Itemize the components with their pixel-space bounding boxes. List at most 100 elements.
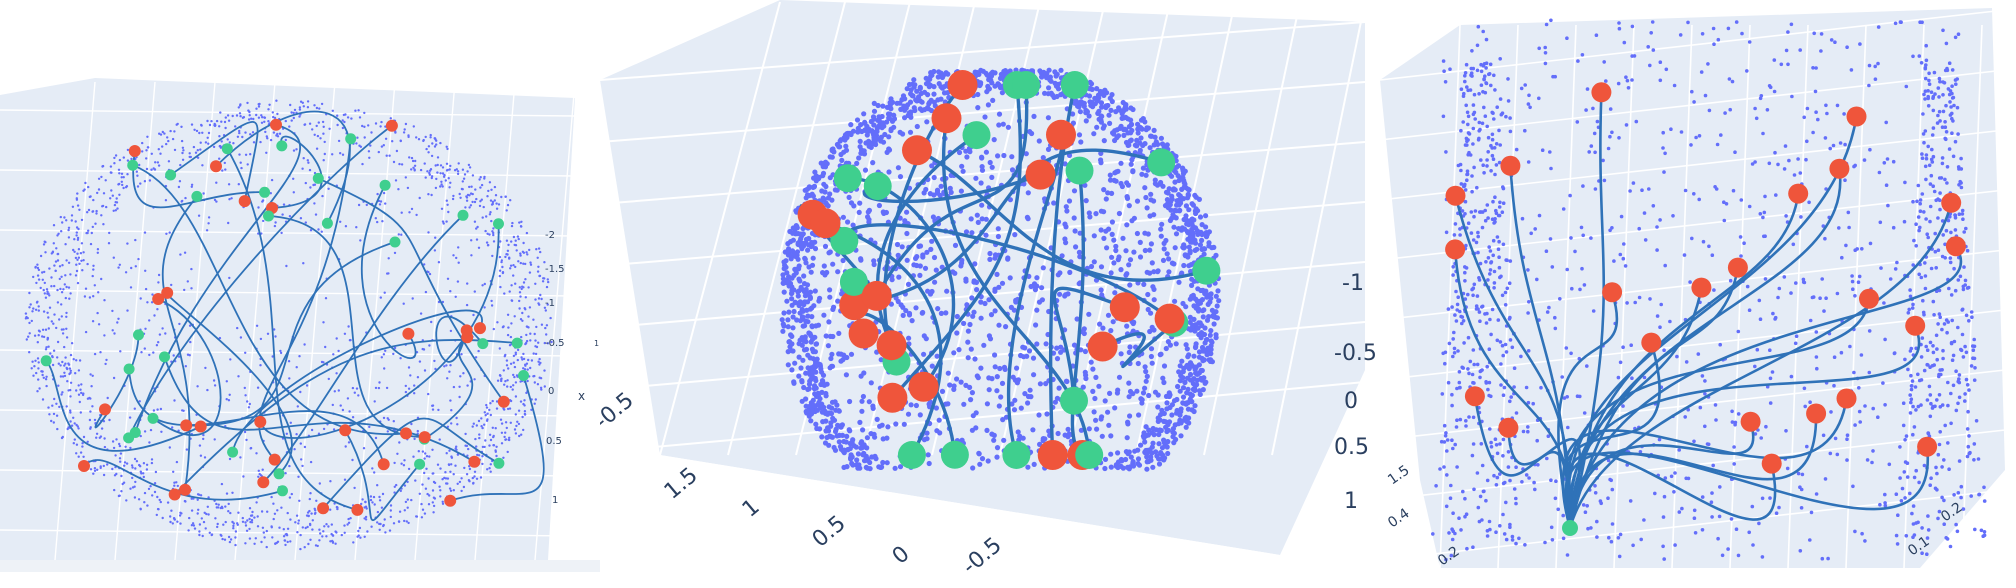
sample-point (407, 387, 411, 390)
sample-point (792, 251, 798, 257)
sample-point (33, 334, 37, 337)
sample-point (798, 284, 804, 290)
sample-point (205, 229, 209, 232)
sample-point (379, 125, 382, 128)
sample-point (215, 506, 218, 509)
sample-point (827, 191, 833, 197)
sample-point (1077, 109, 1083, 115)
sample-point (450, 463, 453, 466)
sample-point (1052, 69, 1058, 75)
sample-point (1472, 214, 1476, 219)
sample-point (941, 84, 947, 90)
sample-point (58, 265, 62, 268)
sample-point (473, 378, 476, 381)
sample-point (1108, 328, 1114, 334)
sample-point (363, 111, 366, 115)
sample-point (410, 168, 413, 171)
sample-point (292, 191, 295, 194)
sample-point (108, 231, 111, 235)
sample-point (329, 480, 332, 483)
gridline (1271, 1, 1366, 456)
sample-point (481, 445, 485, 449)
sample-point (500, 379, 503, 383)
sample-point (1191, 316, 1197, 322)
sample-point (1142, 364, 1148, 370)
sample-point (806, 413, 812, 419)
panel-2-plot[interactable]: 1.5 1 0.5 0 -0.5 -0.5 -1 -0.5 0 0.5 1 (600, 0, 1380, 588)
sample-point (257, 105, 261, 108)
sample-point (468, 467, 472, 471)
sample-point (32, 307, 35, 310)
sample-point (504, 431, 507, 434)
sample-point (37, 278, 41, 281)
sample-point (320, 102, 324, 106)
sample-point (78, 208, 81, 211)
sample-point (848, 122, 854, 128)
sample-point (1786, 30, 1790, 34)
sample-point (126, 242, 129, 245)
sample-point (827, 287, 833, 293)
sample-point (186, 280, 189, 283)
sample-point (854, 457, 860, 463)
panel-1-back-pane (0, 78, 575, 565)
sample-point (123, 464, 126, 467)
sample-point (1147, 247, 1153, 253)
sample-point (41, 335, 44, 338)
sample-point (314, 509, 317, 512)
sample-point (118, 182, 121, 186)
target-marker (902, 135, 932, 166)
sample-point (50, 320, 53, 323)
sample-point (1059, 253, 1065, 259)
sample-point (161, 516, 164, 520)
sample-point (112, 446, 116, 450)
sample-point (780, 272, 786, 278)
sample-point (253, 516, 256, 519)
sample-point (56, 427, 59, 431)
sample-point (1126, 262, 1132, 268)
sample-point (1076, 132, 1083, 138)
sample-point (107, 242, 111, 245)
sample-point (398, 510, 402, 513)
sample-point (1062, 161, 1068, 167)
source-marker (518, 370, 529, 381)
sample-point (818, 366, 824, 372)
sample-point (1194, 246, 1200, 252)
sample-point (490, 304, 494, 307)
sample-point (996, 122, 1002, 128)
sample-point (417, 138, 421, 141)
sample-point (397, 188, 400, 191)
panel-3-plot[interactable]: 1.5 0.4 0.2 0.2 0.1 (1380, 0, 2016, 588)
panel-1-plot[interactable]: -2 -1.5 -1 -0.5 0 0.5 1 x 1 (0, 0, 600, 588)
sample-point (120, 172, 124, 175)
sample-point (1025, 216, 1031, 222)
sample-point (1485, 364, 1489, 369)
sample-point (533, 402, 536, 405)
source-marker (133, 329, 144, 341)
sample-point (1159, 445, 1166, 451)
sample-point (1181, 262, 1187, 269)
sample-point (256, 525, 260, 528)
sample-point (306, 525, 309, 529)
sample-point (514, 351, 517, 354)
sample-point (75, 234, 78, 237)
sample-point (126, 309, 129, 312)
sample-point (1154, 182, 1161, 188)
sample-point (104, 362, 107, 366)
sample-point (1143, 368, 1149, 375)
sample-point (445, 482, 448, 485)
sample-point (518, 286, 521, 289)
sample-point (315, 499, 318, 502)
sample-point (498, 347, 501, 350)
sample-point (1090, 388, 1096, 394)
sample-point (492, 444, 496, 447)
sample-point (315, 106, 319, 110)
sample-point (210, 120, 213, 123)
sample-point (963, 148, 969, 154)
sample-point (473, 220, 477, 223)
sample-point (163, 132, 166, 135)
sample-point (93, 284, 97, 287)
geodesic-curve (344, 429, 421, 522)
sample-point (207, 131, 211, 135)
sample-point (130, 157, 133, 161)
sample-point (82, 455, 85, 458)
